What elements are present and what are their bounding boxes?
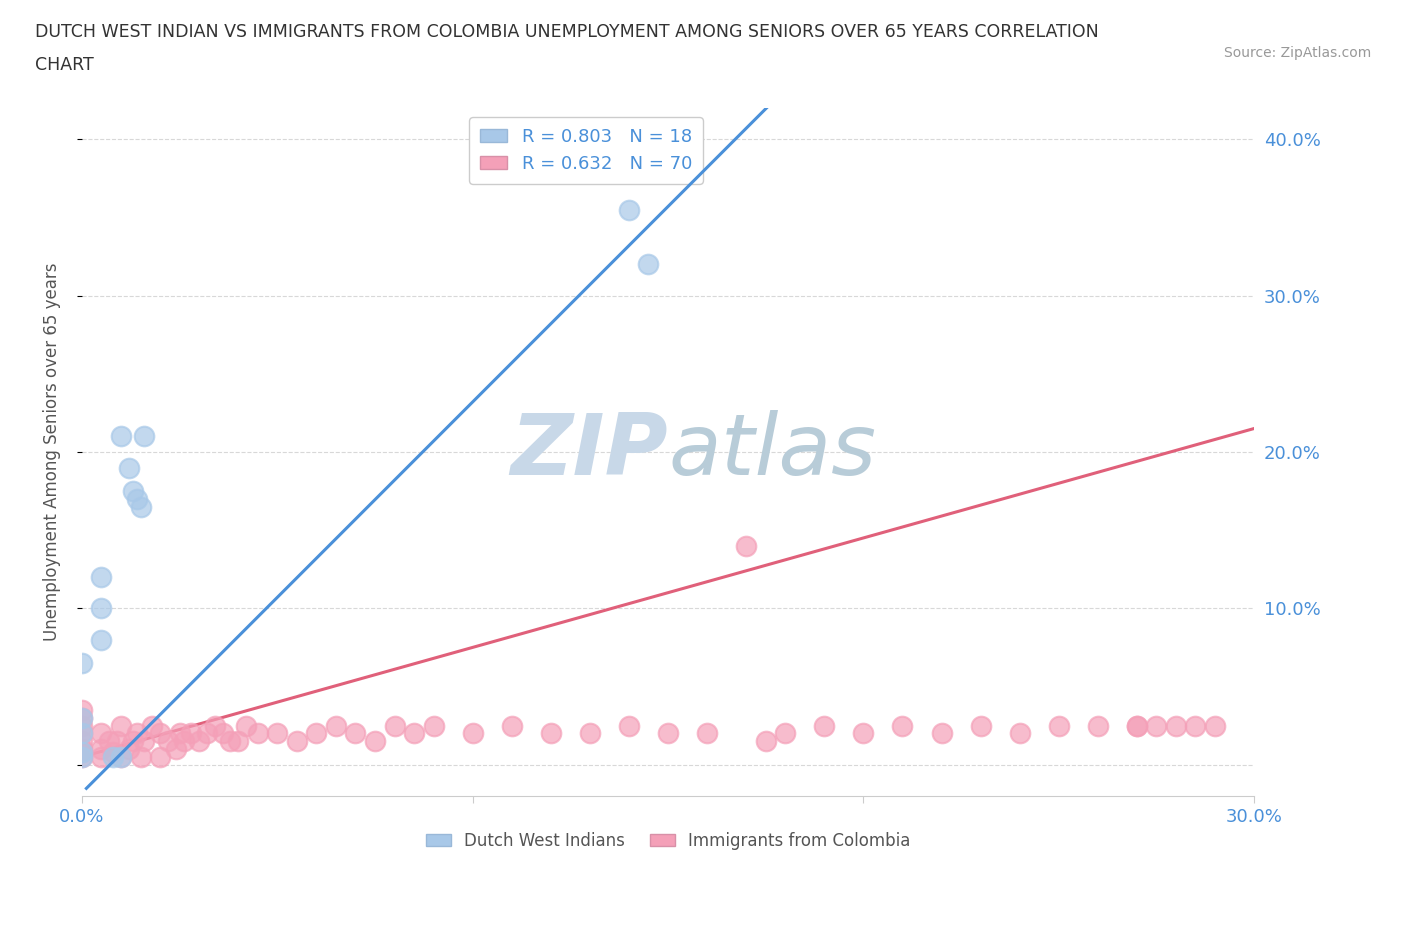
Point — [141, 718, 163, 733]
Point — [891, 718, 914, 733]
Point — [219, 734, 242, 749]
Point — [204, 718, 226, 733]
Point — [121, 484, 143, 498]
Point — [90, 569, 112, 584]
Point — [364, 734, 387, 749]
Point — [70, 745, 93, 760]
Point — [773, 726, 796, 741]
Point — [246, 726, 269, 741]
Point — [1047, 718, 1070, 733]
Point — [70, 702, 93, 717]
Point — [188, 734, 211, 749]
Point — [70, 734, 93, 749]
Point — [325, 718, 347, 733]
Point — [637, 257, 659, 272]
Point — [266, 726, 288, 741]
Point — [735, 538, 758, 553]
Point — [1184, 718, 1206, 733]
Point — [121, 734, 143, 749]
Point — [1144, 718, 1167, 733]
Point — [129, 499, 152, 514]
Point — [103, 745, 125, 760]
Point — [125, 491, 148, 506]
Point — [344, 726, 367, 741]
Point — [1126, 718, 1149, 733]
Point — [169, 726, 191, 741]
Point — [617, 202, 640, 217]
Text: atlas: atlas — [668, 410, 876, 494]
Point — [1087, 718, 1109, 733]
Point — [70, 726, 93, 741]
Point — [211, 726, 233, 741]
Point — [1204, 718, 1226, 733]
Legend: Dutch West Indians, Immigrants from Colombia: Dutch West Indians, Immigrants from Colo… — [419, 825, 917, 857]
Point — [813, 718, 835, 733]
Point — [70, 656, 93, 671]
Point — [226, 734, 249, 749]
Point — [657, 726, 679, 741]
Point — [98, 734, 121, 749]
Point — [110, 429, 132, 444]
Point — [70, 718, 93, 733]
Point — [70, 745, 93, 760]
Point — [305, 726, 328, 741]
Point — [931, 726, 953, 741]
Point — [70, 750, 93, 764]
Y-axis label: Unemployment Among Seniors over 65 years: Unemployment Among Seniors over 65 years — [44, 262, 60, 641]
Point — [173, 734, 195, 749]
Point — [852, 726, 875, 741]
Point — [540, 726, 562, 741]
Text: ZIP: ZIP — [510, 410, 668, 494]
Point — [70, 711, 93, 725]
Point — [165, 741, 187, 756]
Point — [195, 726, 218, 741]
Point — [1164, 718, 1187, 733]
Point — [285, 734, 308, 749]
Point — [235, 718, 257, 733]
Point — [118, 741, 141, 756]
Point — [1008, 726, 1031, 741]
Point — [149, 750, 172, 764]
Point — [579, 726, 602, 741]
Point — [90, 750, 112, 764]
Point — [461, 726, 484, 741]
Point — [129, 750, 152, 764]
Point — [110, 750, 132, 764]
Point — [134, 734, 156, 749]
Point — [105, 734, 128, 749]
Text: Source: ZipAtlas.com: Source: ZipAtlas.com — [1223, 46, 1371, 60]
Point — [110, 718, 132, 733]
Point — [501, 718, 523, 733]
Point — [402, 726, 425, 741]
Point — [617, 718, 640, 733]
Point — [70, 726, 93, 741]
Point — [696, 726, 718, 741]
Point — [90, 741, 112, 756]
Point — [70, 711, 93, 725]
Text: CHART: CHART — [35, 56, 94, 73]
Point — [103, 750, 125, 764]
Point — [755, 734, 778, 749]
Point — [156, 734, 179, 749]
Point — [180, 726, 202, 741]
Point — [384, 718, 406, 733]
Point — [70, 741, 93, 756]
Point — [70, 750, 93, 764]
Point — [125, 726, 148, 741]
Point — [90, 601, 112, 616]
Point — [969, 718, 991, 733]
Point — [134, 429, 156, 444]
Point — [118, 460, 141, 475]
Point — [422, 718, 444, 733]
Text: DUTCH WEST INDIAN VS IMMIGRANTS FROM COLOMBIA UNEMPLOYMENT AMONG SENIORS OVER 65: DUTCH WEST INDIAN VS IMMIGRANTS FROM COL… — [35, 23, 1099, 41]
Point — [90, 726, 112, 741]
Point — [110, 750, 132, 764]
Point — [90, 632, 112, 647]
Point — [149, 726, 172, 741]
Point — [1126, 718, 1149, 733]
